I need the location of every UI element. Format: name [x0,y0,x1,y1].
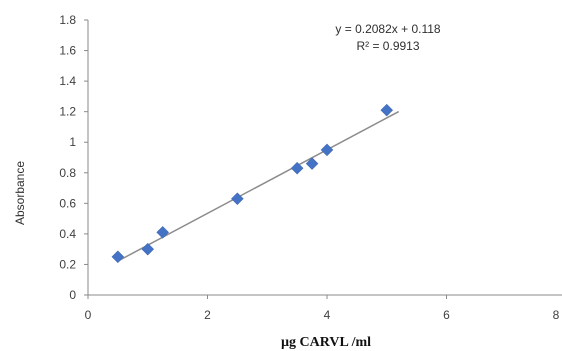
data-point [380,103,394,117]
r-squared-label: R² = 0.9913 [356,39,419,53]
x-tick-label: 8 [553,308,560,322]
x-tick-label: 0 [85,308,92,322]
data-point [156,226,170,239]
y-tick-label: 0 [69,288,76,302]
x-tick-label: 6 [443,308,450,322]
y-tick-label: 1.2 [59,105,76,119]
x-axis-title: µg CARVL /ml [281,335,371,350]
y-tick-label: 0.6 [59,196,76,210]
axes [87,20,562,296]
data-points [111,103,394,264]
y-tick-label: 1.6 [59,44,76,58]
y-axis-ticks: 0 0.2 0.4 0.6 0.8 1 1.2 1.4 1.6 1.8 [59,13,88,302]
y-tick-label: 1.8 [59,13,76,27]
data-point [141,242,155,256]
trendline-equation: y = 0.2082x + 0.118 [335,22,441,36]
y-tick-label: 0.4 [59,227,76,241]
data-point [290,161,304,175]
x-axis-ticks: 0 2 4 6 8 [85,295,560,322]
y-tick-label: 0.8 [59,166,76,180]
y-tick-label: 0.2 [59,257,76,271]
data-point [305,157,319,170]
data-point [320,143,334,157]
y-tick-label: 1.4 [59,74,76,88]
data-point [231,192,244,206]
data-point [111,250,125,264]
y-axis-title: Absorbance [13,161,27,225]
trendline [117,110,400,262]
x-tick-label: 4 [324,308,331,322]
y-tick-label: 1 [69,135,76,149]
x-tick-label: 2 [204,308,211,322]
